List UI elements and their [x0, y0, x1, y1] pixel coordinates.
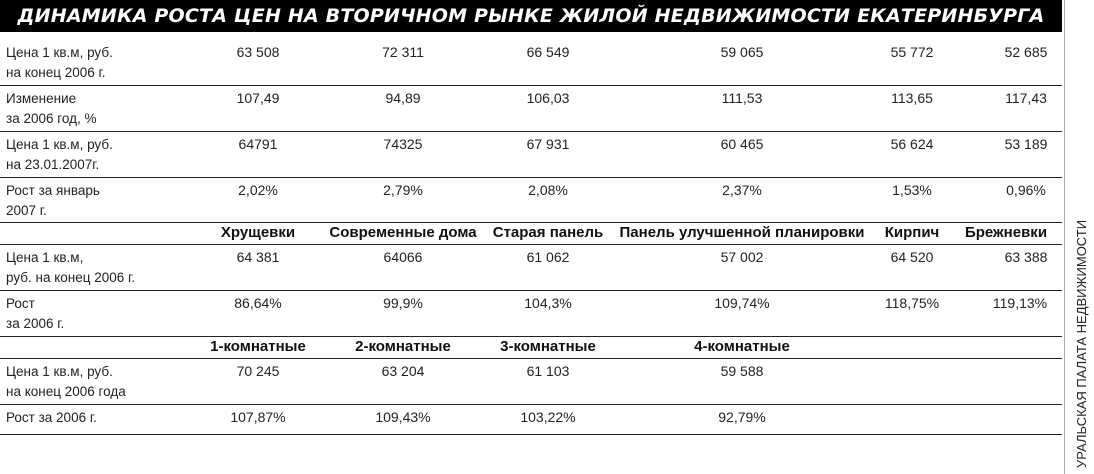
- row-label: Цена 1 кв.м, руб. на конец 2006 года: [6, 364, 126, 399]
- value-cell: 109,74%: [714, 295, 770, 311]
- table-row: Рост за 2006 г. 107,87% 109,43% 103,22% …: [0, 405, 1062, 435]
- value-cell: 67 931: [526, 136, 570, 152]
- section-header-building-type: Хрущевки Современные дома Старая панель …: [0, 223, 1062, 245]
- value-cell: 63 204: [381, 363, 425, 379]
- value-cell: 72 311: [382, 44, 424, 60]
- table-title: ДИНАМИКА РОСТА ЦЕН НА ВТОРИЧНОМ РЫНКЕ ЖИ…: [17, 5, 1045, 27]
- column-header: Брежневки: [964, 224, 1048, 241]
- row-label: Рост за январь 2007 г.: [6, 183, 100, 218]
- value-cell: 2,08%: [528, 182, 568, 198]
- value-cell: 113,65: [891, 90, 933, 106]
- table-title-bar: ДИНАМИКА РОСТА ЦЕН НА ВТОРИЧНОМ РЫНКЕ ЖИ…: [0, 0, 1062, 32]
- value-cell: 63 388: [1004, 249, 1048, 265]
- table-row: Изменение за 2006 год, % 107,49 94,89 10…: [0, 86, 1062, 132]
- value-cell: 59 588: [720, 363, 764, 379]
- source-caption: УРАЛЬСКАЯ ПАЛАТА НЕДВИЖИМОСТИ: [1073, 219, 1089, 469]
- value-cell: 2,37%: [722, 182, 762, 198]
- value-cell: 107,49: [236, 90, 280, 106]
- value-cell: 64 520: [890, 249, 934, 265]
- value-cell: 119,13%: [992, 295, 1048, 311]
- value-cell: 103,22%: [520, 409, 576, 425]
- table-row: Цена 1 кв.м, руб. на конец 2006 года 70 …: [0, 359, 1062, 405]
- table-row: Цена 1 кв.м, руб. на конец 2006 г. 64 38…: [0, 245, 1062, 291]
- table-row: Цена 1 кв.м, руб. на 23.01.2007г. 64791 …: [0, 132, 1062, 178]
- value-cell: 70 245: [236, 363, 280, 379]
- row-label: Рост за 2006 г.: [6, 296, 65, 331]
- column-header: Современные дома: [329, 224, 477, 241]
- value-cell: 66 549: [526, 44, 570, 60]
- value-cell: 92,79%: [718, 409, 766, 425]
- column-header: 4-комнатные: [694, 338, 790, 355]
- value-cell: 55 772: [890, 44, 934, 60]
- value-cell: 2,02%: [238, 182, 278, 198]
- row-label: Изменение за 2006 год, %: [6, 91, 97, 126]
- value-cell: 57 002: [720, 249, 764, 265]
- value-cell: 106,03: [526, 90, 570, 106]
- value-cell: 59 065: [720, 44, 764, 60]
- value-cell: 52 685: [1004, 44, 1048, 60]
- column-header: 3-комнатные: [500, 338, 596, 355]
- value-cell: 60 465: [720, 136, 764, 152]
- side-divider: [1064, 0, 1065, 474]
- table-row: Рост за 2006 г. 86,64% 99,9% 104,3% 109,…: [0, 291, 1062, 337]
- value-cell: 104,3%: [524, 295, 572, 311]
- value-cell: 1,53%: [892, 182, 932, 198]
- row-label: Рост за 2006 г.: [6, 410, 97, 425]
- value-cell: 64066: [383, 249, 423, 265]
- price-table: Цена 1 кв.м, руб. на конец 2006 г. 63 50…: [0, 40, 1062, 435]
- row-label: Цена 1 кв.м, руб. на 23.01.2007г.: [6, 137, 113, 172]
- column-header: 1-комнатные: [210, 338, 306, 355]
- value-cell: 99,9%: [383, 295, 423, 311]
- value-cell: 53 189: [1004, 136, 1048, 152]
- table-row: Цена 1 кв.м, руб. на конец 2006 г. 63 50…: [0, 40, 1062, 86]
- column-header: Старая панель: [492, 224, 604, 241]
- row-label: Цена 1 кв.м, руб. на конец 2006 г.: [6, 45, 113, 80]
- value-cell: 94,89: [385, 90, 421, 106]
- section-header-room-count: 1-комнатные 2-комнатные 3-комнатные 4-ко…: [0, 337, 1062, 359]
- row-label: Цена 1 кв.м, руб. на конец 2006 г.: [6, 250, 136, 285]
- column-header: 2-комнатные: [355, 338, 451, 355]
- column-header: Хрущевки: [220, 224, 296, 241]
- value-cell: 117,43: [1005, 90, 1047, 106]
- value-cell: 111,53: [721, 90, 763, 106]
- value-cell: 74325: [383, 136, 423, 152]
- value-cell: 109,43%: [375, 409, 431, 425]
- value-cell: 64791: [238, 136, 278, 152]
- value-cell: 56 624: [890, 136, 934, 152]
- value-cell: 118,75%: [884, 295, 940, 311]
- value-cell: 61 103: [526, 363, 570, 379]
- value-cell: 0,96%: [1006, 182, 1046, 198]
- value-cell: 64 381: [236, 249, 280, 265]
- value-cell: 2,79%: [383, 182, 423, 198]
- value-cell: 61 062: [526, 249, 570, 265]
- value-cell: 86,64%: [234, 295, 282, 311]
- column-header: Панель улучшенной планировки: [619, 224, 865, 241]
- value-cell: 107,87%: [230, 409, 286, 425]
- value-cell: 63 508: [236, 44, 280, 60]
- table-row: Рост за январь 2007 г. 2,02% 2,79% 2,08%…: [0, 178, 1062, 223]
- column-header: Кирпич: [884, 224, 940, 241]
